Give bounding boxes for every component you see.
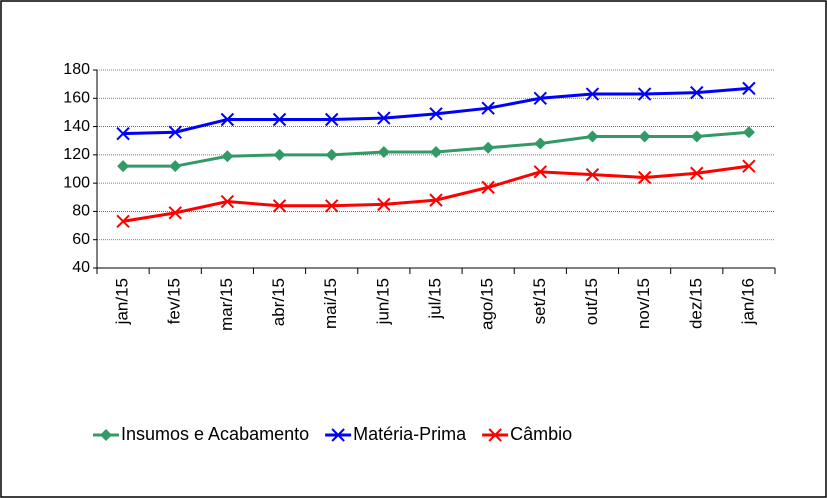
- point-marker: [638, 130, 651, 143]
- x-tick-label: dez/15: [686, 278, 705, 329]
- point-marker: [377, 111, 391, 125]
- point-marker: [637, 87, 652, 101]
- y-tick-label: 180: [63, 61, 90, 78]
- y-tick-label: 120: [63, 146, 90, 163]
- y-tick-label: 140: [63, 118, 90, 135]
- y-tick-label: 80: [72, 203, 90, 220]
- point-marker: [742, 159, 756, 173]
- x-tick-label: jan/16: [738, 278, 757, 325]
- x-tick-label: fev/15: [165, 278, 184, 324]
- y-tick-label: 60: [72, 231, 90, 248]
- point-marker: [481, 180, 495, 195]
- point-marker: [272, 112, 287, 127]
- point-marker: [690, 85, 704, 100]
- point-marker: [742, 126, 755, 139]
- point-marker: [221, 150, 234, 163]
- point-marker: [220, 194, 235, 209]
- x-tick-label: set/15: [530, 278, 549, 324]
- point-marker: [272, 199, 287, 213]
- point-marker: [220, 112, 235, 127]
- x-tick-label: nov/15: [634, 278, 653, 329]
- point-marker: [168, 125, 182, 139]
- point-marker: [117, 160, 130, 173]
- point-marker: [325, 148, 338, 161]
- point-marker: [429, 193, 443, 207]
- point-marker: [273, 148, 286, 161]
- legend-label: Câmbio: [510, 424, 572, 444]
- point-marker: [324, 112, 339, 127]
- point-marker: [637, 170, 652, 185]
- point-marker: [534, 137, 547, 150]
- point-marker: [585, 167, 600, 182]
- legend-marker: [488, 428, 502, 442]
- point-marker: [481, 101, 495, 115]
- x-tick-label: ago/15: [478, 278, 497, 330]
- point-marker: [690, 130, 703, 143]
- point-marker: [169, 160, 182, 173]
- legend-label: Matéria-Prima: [353, 424, 467, 444]
- legend-marker: [331, 428, 345, 442]
- point-marker: [742, 81, 756, 96]
- y-tick-label: 160: [63, 90, 90, 107]
- y-tick-label: 40: [72, 259, 90, 276]
- x-tick-label: jul/15: [425, 278, 444, 320]
- point-marker: [429, 107, 443, 121]
- point-marker: [377, 146, 390, 159]
- x-tick-label: jun/15: [373, 278, 392, 325]
- x-tick-label: jan/15: [113, 278, 132, 325]
- point-marker: [116, 214, 130, 229]
- legend-label: Insumos e Acabamento: [121, 424, 309, 444]
- point-marker: [116, 126, 130, 141]
- y-tick-label: 100: [63, 174, 90, 191]
- point-marker: [377, 197, 391, 212]
- point-marker: [690, 166, 704, 180]
- point-marker: [324, 199, 339, 213]
- point-marker: [168, 206, 182, 220]
- point-marker: [585, 87, 600, 101]
- x-tick-label: out/15: [582, 278, 601, 325]
- legend-marker: [100, 429, 112, 441]
- point-marker: [430, 146, 442, 159]
- point-marker: [482, 141, 495, 154]
- x-tick-label: mar/15: [217, 278, 236, 331]
- legend: Insumos e Acabamento Matéria-Prima Câmbio: [93, 424, 572, 444]
- point-marker: [533, 165, 548, 179]
- x-tick-label: mai/15: [321, 278, 340, 329]
- point-marker: [533, 91, 548, 105]
- point-marker: [586, 130, 599, 143]
- x-tick-label: abr/15: [269, 278, 288, 326]
